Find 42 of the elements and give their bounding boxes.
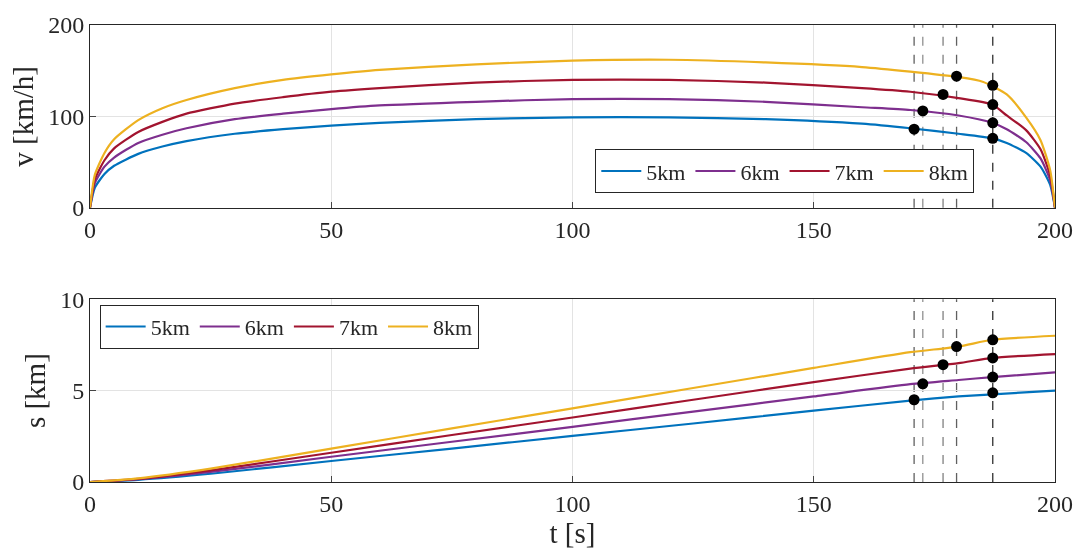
legend-label: 8km [433,315,473,341]
legend-label: 7km [338,315,379,341]
y-tick-label: 10 [60,286,85,313]
legend-label: 6km [244,315,284,341]
legend-label: 8km [928,159,968,185]
point [908,394,920,406]
legend-label: 6km [740,159,780,185]
point [951,70,963,82]
point [917,105,929,117]
y-tick-label: 0 [72,469,85,496]
x-tick-label: 50 [319,216,344,243]
point [987,334,999,346]
legend-label: 5km [646,159,686,185]
point [937,88,949,100]
point [987,132,999,144]
y-tick-label: 100 [48,103,85,130]
x-tick-label: 200 [1037,216,1073,243]
legend-label: 7km [834,159,874,185]
point [917,378,929,390]
y-tick-label: 200 [48,12,85,39]
x-tick-label: 150 [795,490,832,517]
x-tick-label: 50 [319,490,344,517]
point [987,352,999,364]
point [987,79,999,91]
x-tick-label: 150 [795,216,832,243]
point [987,99,999,111]
legend-label: 5km [150,315,190,341]
point [908,123,920,135]
y-tick-label: 5 [72,378,85,404]
y-axis-title: v [km/h] [6,66,39,167]
line-series [90,116,1055,208]
x-tick-label: 100 [554,216,591,243]
x-tick-label: 100 [554,490,591,517]
x-tick-label: 200 [1037,490,1073,517]
x-axis-title: t [s] [549,516,596,549]
point [987,387,999,399]
point [951,341,963,353]
y-axis-title: s [km] [18,353,51,429]
point [987,117,999,129]
point [937,359,949,371]
y-tick-label: 0 [72,195,85,222]
point [987,371,999,383]
